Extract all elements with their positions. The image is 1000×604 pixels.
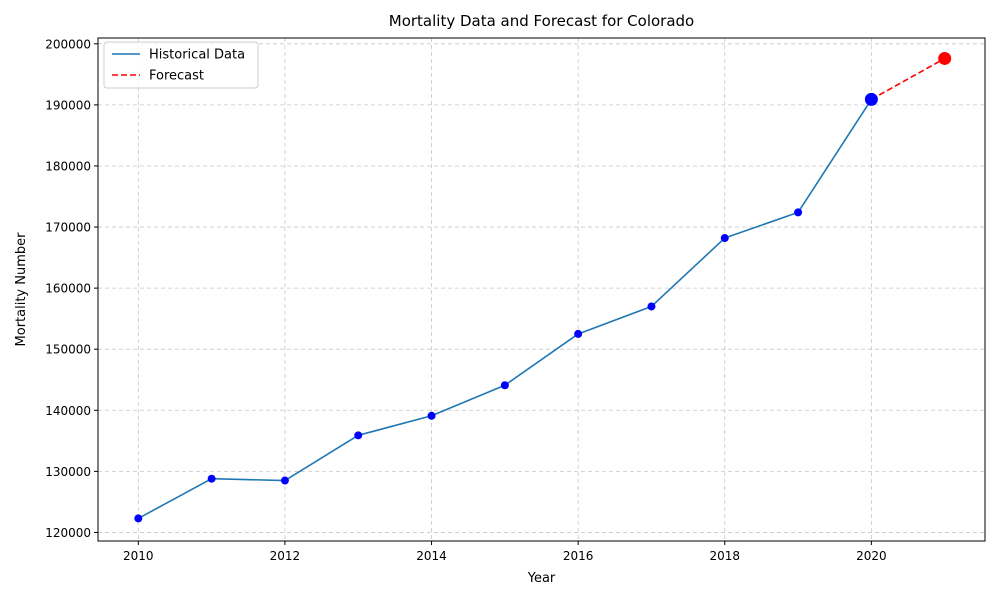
- y-tick-label: 130000: [45, 465, 91, 479]
- y-tick-label: 140000: [45, 404, 91, 418]
- legend-label-forecast: Forecast: [149, 69, 204, 84]
- grid-lines: [98, 38, 985, 541]
- last-historical-point: [864, 92, 878, 106]
- historical-data-point: [720, 234, 729, 243]
- x-tick-label: 2012: [270, 549, 301, 563]
- historical-data-point: [647, 302, 656, 311]
- historical-data-point: [354, 431, 363, 440]
- legend-box: [103, 41, 259, 89]
- historical-data-point: [794, 208, 803, 217]
- historical-data-point: [280, 476, 289, 485]
- historical-data-point: [207, 474, 216, 483]
- legend-label-historical: Historical Data: [149, 48, 245, 63]
- historical-data-point: [500, 381, 509, 390]
- x-tick-label: 2014: [416, 549, 447, 563]
- chart-title: Mortality Data and Forecast for Colorado: [389, 12, 694, 30]
- y-tick-label: 150000: [45, 343, 91, 357]
- y-tick-label: 190000: [45, 98, 91, 112]
- x-tick-label: 2018: [709, 549, 740, 563]
- forecast-point: [938, 51, 952, 65]
- historical-data-point: [574, 329, 583, 338]
- plot-frame: [97, 37, 986, 542]
- axis-ticks: 2010 2012 2014 2016 2018 2020 120000 130000 1400…: [45, 37, 886, 563]
- y-tick-label: 180000: [45, 159, 91, 173]
- historical-data-point: [427, 411, 436, 420]
- legend: Historical Data Forecast: [103, 41, 259, 89]
- y-tick-label: 200000: [45, 37, 91, 51]
- y-tick-label: 120000: [45, 526, 91, 540]
- x-tick-label: 2010: [123, 549, 154, 563]
- historical-data-point: [134, 514, 143, 523]
- x-tick-label: 2016: [563, 549, 594, 563]
- forecast-line: [870, 57, 946, 101]
- y-tick-label: 160000: [45, 282, 91, 296]
- data-markers: [134, 51, 952, 523]
- x-axis-label: Year: [527, 571, 556, 586]
- historical-data-line: [137, 98, 873, 520]
- y-axis-label: Mortality Number: [14, 232, 29, 347]
- y-tick-label: 170000: [45, 221, 91, 235]
- x-tick-label: 2020: [856, 549, 887, 563]
